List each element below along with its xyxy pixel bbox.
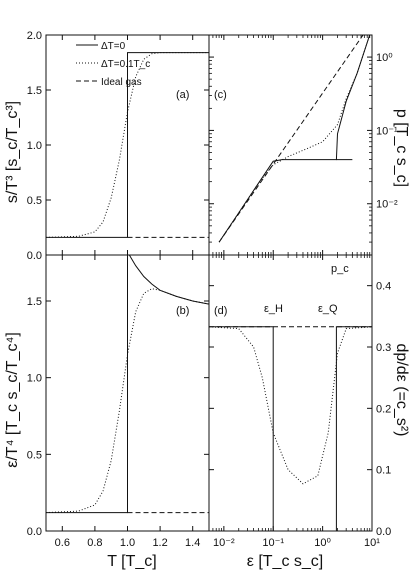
y-tick-label-b: 0.5 — [27, 449, 42, 461]
annotation-eps-q: ε_Q — [318, 303, 338, 315]
series-d-1 — [209, 326, 372, 531]
series-c-3 — [218, 35, 364, 243]
y-tick-label-d: 0.3 — [376, 342, 391, 354]
x-tick-label-d: 10⁻¹ — [262, 537, 284, 549]
panel-frame-d — [208, 254, 373, 532]
y-tick-label-b: 0.0 — [27, 526, 42, 538]
x-tick-label-b: 1.2 — [152, 537, 167, 549]
y-tick-label-c: 10⁻² — [376, 199, 398, 211]
x-axis-label-left: T [T_c] — [107, 553, 157, 570]
legend-entry-1: ΔT=0 — [101, 41, 126, 52]
series-b-2 — [46, 288, 209, 514]
y-axis-label-d: dp/dε (=c_s²) — [393, 344, 410, 437]
series-c-2 — [218, 35, 371, 243]
series-a-2 — [46, 52, 209, 238]
x-tick-label-d: 10¹ — [364, 537, 380, 549]
series-c-1 — [218, 35, 371, 243]
y-tick-label-a: 2.0 — [27, 30, 42, 42]
x-tick-label-d: 10⁰ — [314, 537, 331, 549]
y-tick-label-c: 10⁻¹ — [376, 125, 398, 137]
tick-layer: 0.0 0.5 1.0 1.5 2.0 0.0 0.5 1.0 1.5 0.6 0.8 1.0 1.2 1… — [27, 30, 398, 549]
y-tick-label-a: 1.0 — [27, 140, 42, 152]
y-axis-label-c: p [T_c s_c] — [393, 109, 410, 187]
y-tick-label-d: 0.0 — [376, 526, 391, 538]
panel-label-b: (b) — [176, 305, 189, 317]
legend-entry-2: ΔT=0.1T_c — [101, 59, 150, 70]
series-layer — [46, 35, 372, 531]
annotation-eps-h: ε_H — [264, 303, 283, 315]
y-tick-label-a: 0.0 — [27, 250, 42, 262]
panel-label-d: (d) — [214, 305, 227, 317]
legend: ΔT=0 ΔT=0.1T_c Ideal gas — [76, 41, 150, 88]
y-tick-label-a: 0.5 — [27, 195, 42, 207]
x-tick-label-b: 0.6 — [55, 537, 70, 549]
series-a-1 — [46, 52, 209, 238]
legend-entry-3: Ideal gas — [101, 77, 142, 88]
x-tick-label-b: 1.0 — [120, 537, 135, 549]
y-tick-label-b: 1.5 — [27, 296, 42, 308]
panel-label-a: (a) — [176, 89, 189, 101]
panel-label-c: (c) — [214, 89, 227, 101]
y-tick-label-d: 0.1 — [376, 465, 391, 477]
x-tick-label-b: 1.4 — [185, 537, 200, 549]
y-tick-label-d: 0.2 — [376, 403, 391, 415]
panel-frames — [45, 34, 373, 532]
series-d-2 — [209, 326, 372, 485]
y-tick-label-a: 1.5 — [27, 85, 42, 97]
annotation-pc: p_c — [331, 263, 349, 275]
x-tick-label-b: 0.8 — [87, 537, 102, 549]
x-tick-label-d: 10⁻² — [213, 537, 235, 549]
y-tick-label-d: 0.4 — [376, 281, 391, 293]
y-tick-label-b: 1.0 — [27, 373, 42, 385]
x-axis-label-right: ε [T_c s_c] — [247, 553, 323, 570]
y-axis-label-a: s/T³ [s_c/T_c³] — [4, 101, 21, 203]
y-tick-label-c: 10⁰ — [376, 52, 393, 64]
series-b-1 — [46, 255, 209, 514]
y-axis-label-b: ε/T⁴ [T_c s_c/T_c⁴] — [4, 332, 21, 468]
